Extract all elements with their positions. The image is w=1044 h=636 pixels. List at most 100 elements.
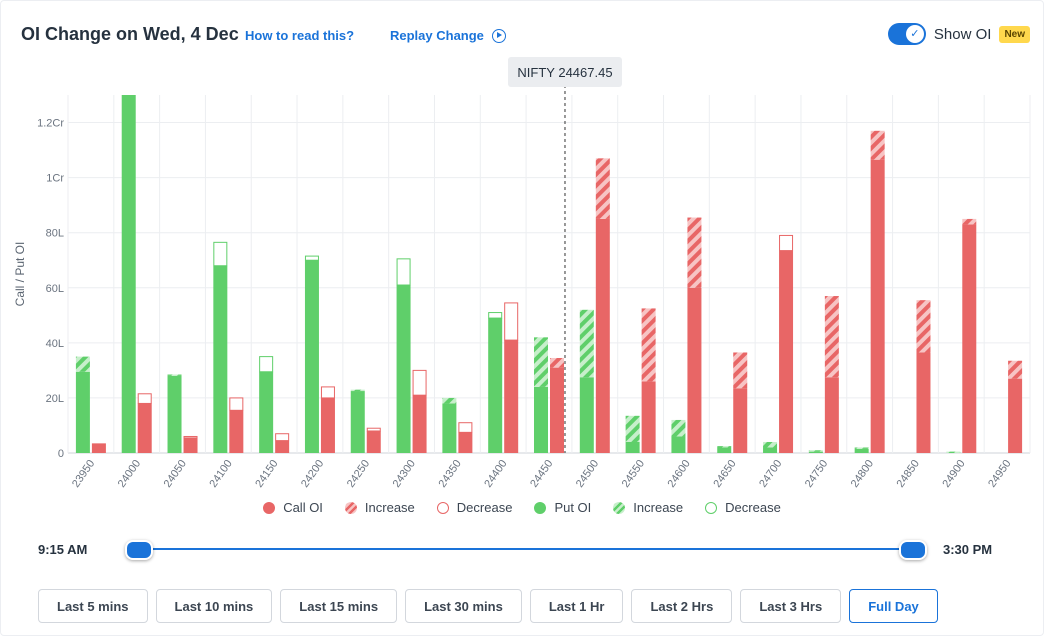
put-decrease-bar — [213, 241, 228, 267]
y-tick-label: 0 — [58, 448, 64, 460]
spot-price-tag-bg — [507, 57, 622, 87]
call-oi-bar — [687, 287, 702, 453]
replay-change-link[interactable]: Replay Change — [390, 28, 506, 43]
call-oi-bar — [870, 159, 885, 453]
put-increase-bar — [671, 419, 686, 437]
call-oi-bar — [824, 377, 839, 453]
x-tick-label: 23950 — [70, 458, 97, 490]
slider-track[interactable] — [138, 548, 913, 550]
chart-grid — [67, 95, 1031, 454]
range-button-last-10-mins[interactable]: Last 10 mins — [155, 589, 273, 623]
put-increase-bar — [167, 374, 182, 376]
slider-end-time: 3:30 PM — [943, 542, 993, 557]
x-tick-label: 24000 — [116, 458, 143, 490]
x-tick-label: 24750 — [803, 458, 830, 490]
call-decrease-bar — [366, 427, 381, 432]
put-oi-bar — [854, 448, 869, 453]
x-tick-label: 24850 — [895, 458, 922, 490]
call-increase-bar — [550, 357, 564, 368]
put-increase-bar — [854, 447, 869, 449]
slider-start-time: 9:15 AM — [38, 542, 88, 557]
show-oi-toggle[interactable]: ✓ — [887, 23, 926, 45]
x-tick-label: 24800 — [849, 458, 876, 490]
legend-item[interactable]: Decrease — [436, 500, 512, 515]
range-button-last-15-mins[interactable]: Last 15 mins — [280, 589, 398, 623]
range-button-last-1-hr[interactable]: Last 1 Hr — [529, 589, 624, 623]
call-oi-bar — [91, 443, 106, 453]
put-increase-bar — [946, 451, 961, 453]
put-increase-bar — [717, 446, 732, 448]
call-oi-bar — [137, 403, 152, 453]
call-increase-bar — [641, 308, 656, 382]
range-button-last-2-hrs[interactable]: Last 2 Hrs — [631, 589, 733, 623]
put-decrease-bar — [396, 258, 411, 286]
y-tick-label: 1Cr — [46, 173, 64, 185]
call-decrease-bar — [275, 433, 290, 442]
y-tick-label: 40L — [46, 338, 64, 350]
call-decrease-bar — [320, 386, 335, 399]
how-to-read-link[interactable]: How to read this? — [245, 28, 355, 43]
legend-swatch-call-solid — [263, 501, 276, 514]
call-oi-bar — [366, 430, 381, 453]
x-tick-label: 24700 — [757, 458, 784, 490]
call-oi-bar — [550, 367, 564, 453]
put-increase-bar — [625, 415, 640, 442]
call-oi-bar — [641, 381, 656, 453]
x-tick-label: 24150 — [253, 458, 280, 490]
range-button-last-3-hrs[interactable]: Last 3 Hrs — [740, 589, 842, 623]
y-tick-label: 60L — [46, 283, 64, 295]
range-button-last-30-mins[interactable]: Last 30 mins — [405, 589, 522, 623]
range-button-full-day[interactable]: Full Day — [849, 589, 938, 623]
put-oi-bar — [121, 95, 136, 453]
legend-item[interactable]: Call OI — [263, 500, 323, 515]
legend-item[interactable]: Increase — [613, 500, 683, 515]
call-increase-bar — [733, 352, 748, 389]
put-oi-bar — [396, 285, 411, 453]
call-decrease-bar — [504, 302, 519, 341]
call-decrease-bar — [183, 435, 198, 439]
call-oi-bar — [183, 437, 198, 453]
x-tick-label: 24250 — [345, 458, 372, 490]
x-tick-label: 24200 — [299, 458, 326, 490]
call-decrease-bar — [229, 397, 244, 411]
put-decrease-bar — [304, 255, 319, 261]
legend-label: Increase — [633, 500, 684, 515]
put-oi-bar — [671, 436, 686, 453]
range-button-last-5-mins[interactable]: Last 5 mins — [38, 589, 148, 623]
legend-item[interactable]: Put OI — [534, 500, 591, 515]
call-increase-bar — [1008, 360, 1023, 379]
slider-end-handle[interactable] — [899, 540, 927, 560]
call-decrease-bar — [412, 369, 427, 396]
chart-axes: 0 20L 40L 60L 80L 1Cr 1.2Cr 23950 24000 24050 2410… — [37, 118, 1013, 490]
show-oi-control: ✓ Show OI New — [887, 23, 1030, 45]
y-tick-label: 80L — [46, 228, 64, 240]
time-range-buttons: Last 5 mins Last 10 mins Last 15 mins Last … — [38, 589, 938, 623]
call-increase-bar — [870, 130, 885, 160]
put-oi-bar — [763, 447, 778, 453]
slider-start-handle[interactable] — [125, 540, 153, 560]
page-title: OI Change on Wed, 4 Dec — [21, 24, 239, 44]
call-oi-bar — [733, 388, 748, 453]
legend-label: Increase — [364, 500, 415, 515]
x-tick-label: 24650 — [711, 458, 738, 490]
put-oi-bar — [304, 260, 319, 453]
replay-change-label: Replay Change — [390, 28, 484, 43]
put-increase-bar — [579, 309, 594, 378]
put-increase-bar — [442, 397, 457, 404]
call-decrease-bar — [137, 393, 152, 404]
put-increase-bar — [75, 356, 90, 372]
legend-item[interactable]: Increase — [344, 500, 415, 515]
legend-swatch-put-solid — [534, 501, 547, 514]
x-tick-label: 24450 — [528, 458, 555, 490]
call-oi-bar — [1008, 378, 1023, 453]
put-oi-bar — [534, 386, 548, 453]
put-increase-bar — [350, 389, 365, 392]
legend-label: Call OI — [283, 500, 323, 515]
legend-item[interactable]: Decrease — [705, 500, 781, 515]
header: OI Change on Wed, 4 Dec How to read this… — [21, 22, 1030, 50]
call-increase-bar — [824, 296, 839, 378]
put-oi-bar — [75, 371, 90, 453]
x-tick-label: 24050 — [162, 458, 189, 490]
call-increase-bar — [687, 217, 702, 288]
call-oi-bar — [504, 340, 519, 453]
